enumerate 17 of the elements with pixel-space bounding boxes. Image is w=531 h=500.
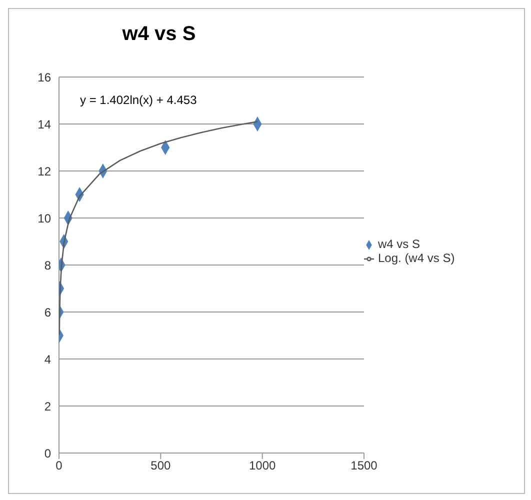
y-tick-label: 16: [38, 70, 52, 84]
x-tick-label: 1000: [248, 458, 276, 473]
x-tick-label: 1500: [350, 458, 378, 473]
legend-label: w4 vs S: [378, 237, 420, 251]
y-tick-label: 4: [44, 352, 52, 366]
y-tick-label: 10: [38, 211, 52, 226]
y-tick-label: 6: [44, 305, 52, 320]
x-tick-label: 500: [150, 458, 171, 473]
legend-label: Log. (w4 vs S): [378, 251, 455, 265]
y-tick-label: 14: [38, 117, 52, 132]
y-tick-label: 0: [44, 446, 52, 460]
chart-title: w4 vs S: [121, 23, 197, 46]
annotation: y = 1.402ln(x) + 4.453: [80, 93, 197, 107]
x-tick-label: 0: [56, 458, 63, 473]
y-tick-label: 2: [44, 399, 52, 414]
y-tick-label: 12: [38, 164, 52, 178]
y-tick-label: 8: [44, 258, 52, 272]
